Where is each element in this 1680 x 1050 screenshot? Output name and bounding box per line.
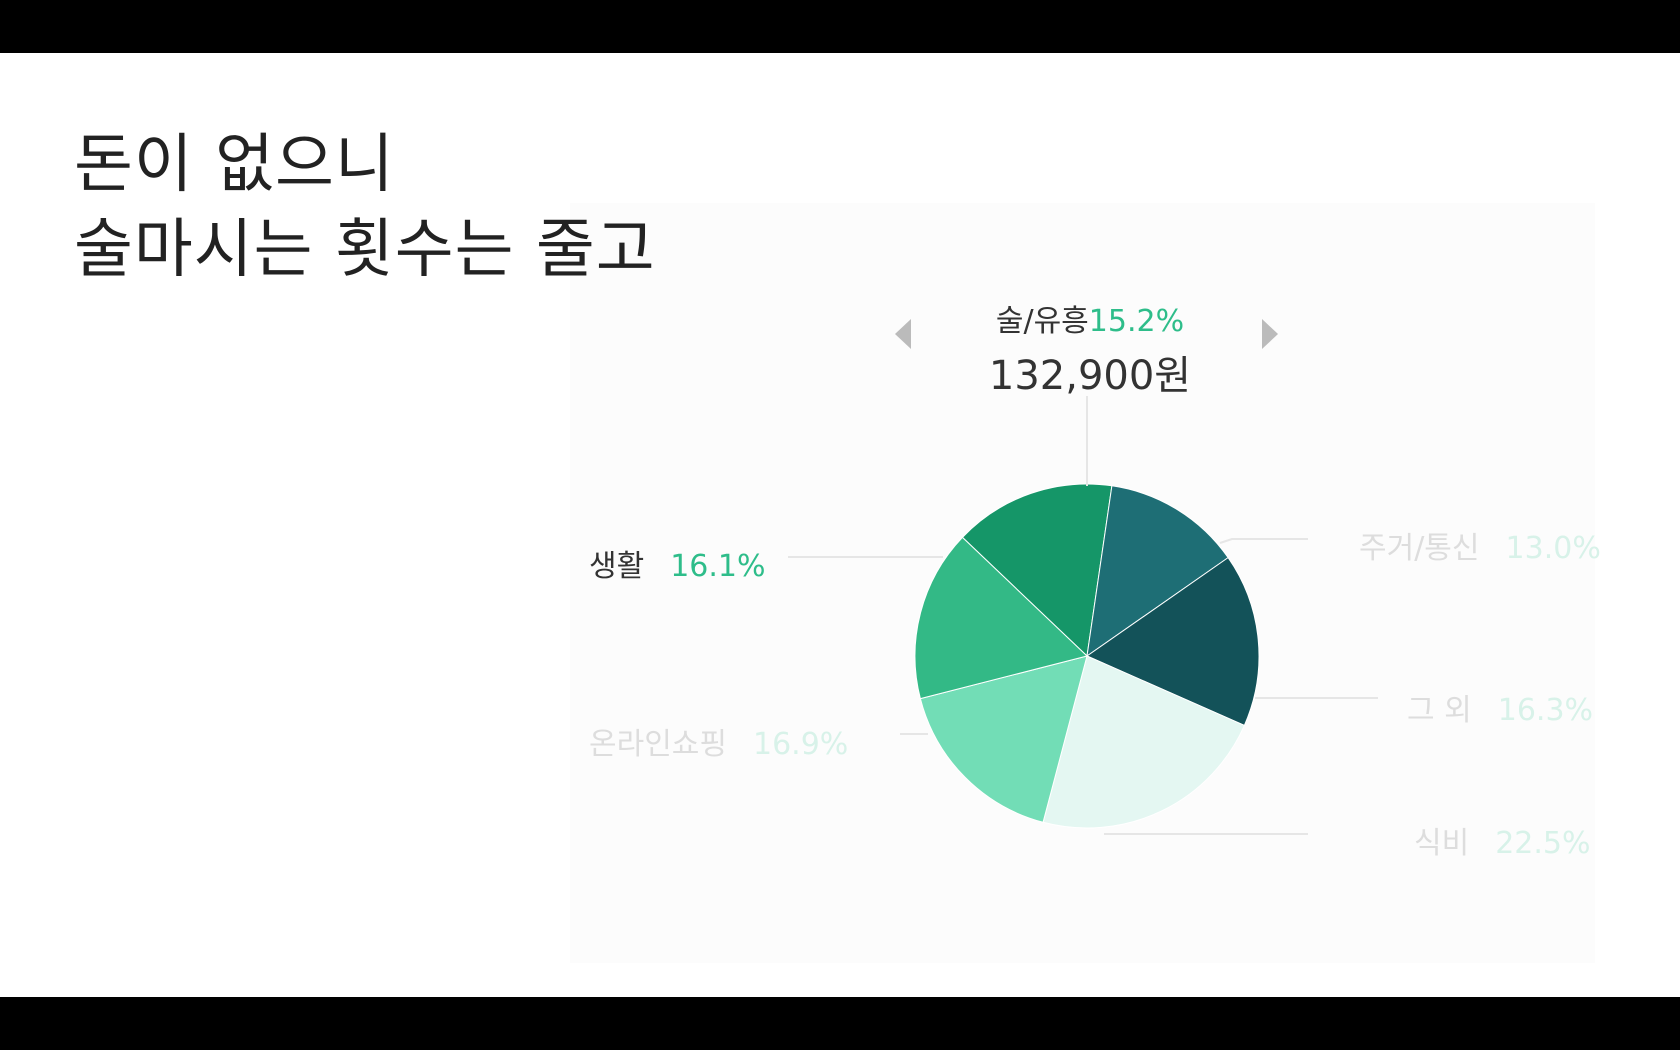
pie-slice-3[interactable] <box>1042 655 1246 829</box>
selected-slice-header: 술/유흥15.2% <box>955 296 1225 340</box>
slice-label-4[interactable]: 온라인쇼핑 16.9% <box>589 719 848 763</box>
page-title: 돈이 없으니 술마시는 횟수는 줄고 <box>74 123 656 293</box>
pie-slice-1[interactable] <box>1086 485 1229 658</box>
slice-label-percent: 22.5% <box>1495 826 1591 861</box>
slice-label-name: 식비 <box>1414 826 1470 861</box>
slice-label-percent: 13.0% <box>1505 531 1601 566</box>
pie-slice-5[interactable] <box>914 536 1088 700</box>
slice-label-percent: 16.9% <box>753 727 849 762</box>
slice-label-5[interactable]: 생활 16.1% <box>589 541 766 585</box>
next-arrow-icon[interactable] <box>1262 319 1278 349</box>
selected-slice-name: 술/유흥 <box>995 304 1089 339</box>
slice-label-percent: 16.1% <box>670 549 766 584</box>
slice-label-2[interactable]: 그 외 16.3% <box>1407 685 1593 729</box>
slice-label-name: 주거/통신 <box>1359 531 1480 566</box>
slice-label-3[interactable]: 식비 22.5% <box>1414 818 1591 862</box>
title-line-2: 술마시는 횟수는 줄고 <box>74 213 656 287</box>
title-line-1: 돈이 없으니 <box>74 128 395 202</box>
prev-arrow-icon[interactable] <box>895 319 911 349</box>
pie-chart <box>788 396 1378 835</box>
slice-label-1[interactable]: 주거/통신 13.0% <box>1359 523 1601 567</box>
pie-slice-2[interactable] <box>1085 556 1260 727</box>
leader-line-1 <box>1219 538 1308 544</box>
leader-line-3 <box>1104 833 1308 835</box>
pie-slice-4[interactable] <box>919 655 1088 823</box>
slice-label-name: 온라인쇼핑 <box>589 727 727 762</box>
slide: 돈이 없으니 술마시는 횟수는 줄고 주거/통신 13.0% 그 외 16.3% 식비 2… <box>0 53 1680 997</box>
slice-label-percent: 16.3% <box>1497 693 1594 728</box>
selected-slice-percent: 15.2% <box>1088 304 1185 339</box>
slice-label-name: 그 외 <box>1407 693 1472 728</box>
pie-slice-0[interactable] <box>961 483 1113 658</box>
slice-label-name: 생활 <box>589 549 645 584</box>
selected-slice-amount: 132,900원 <box>988 353 1192 399</box>
